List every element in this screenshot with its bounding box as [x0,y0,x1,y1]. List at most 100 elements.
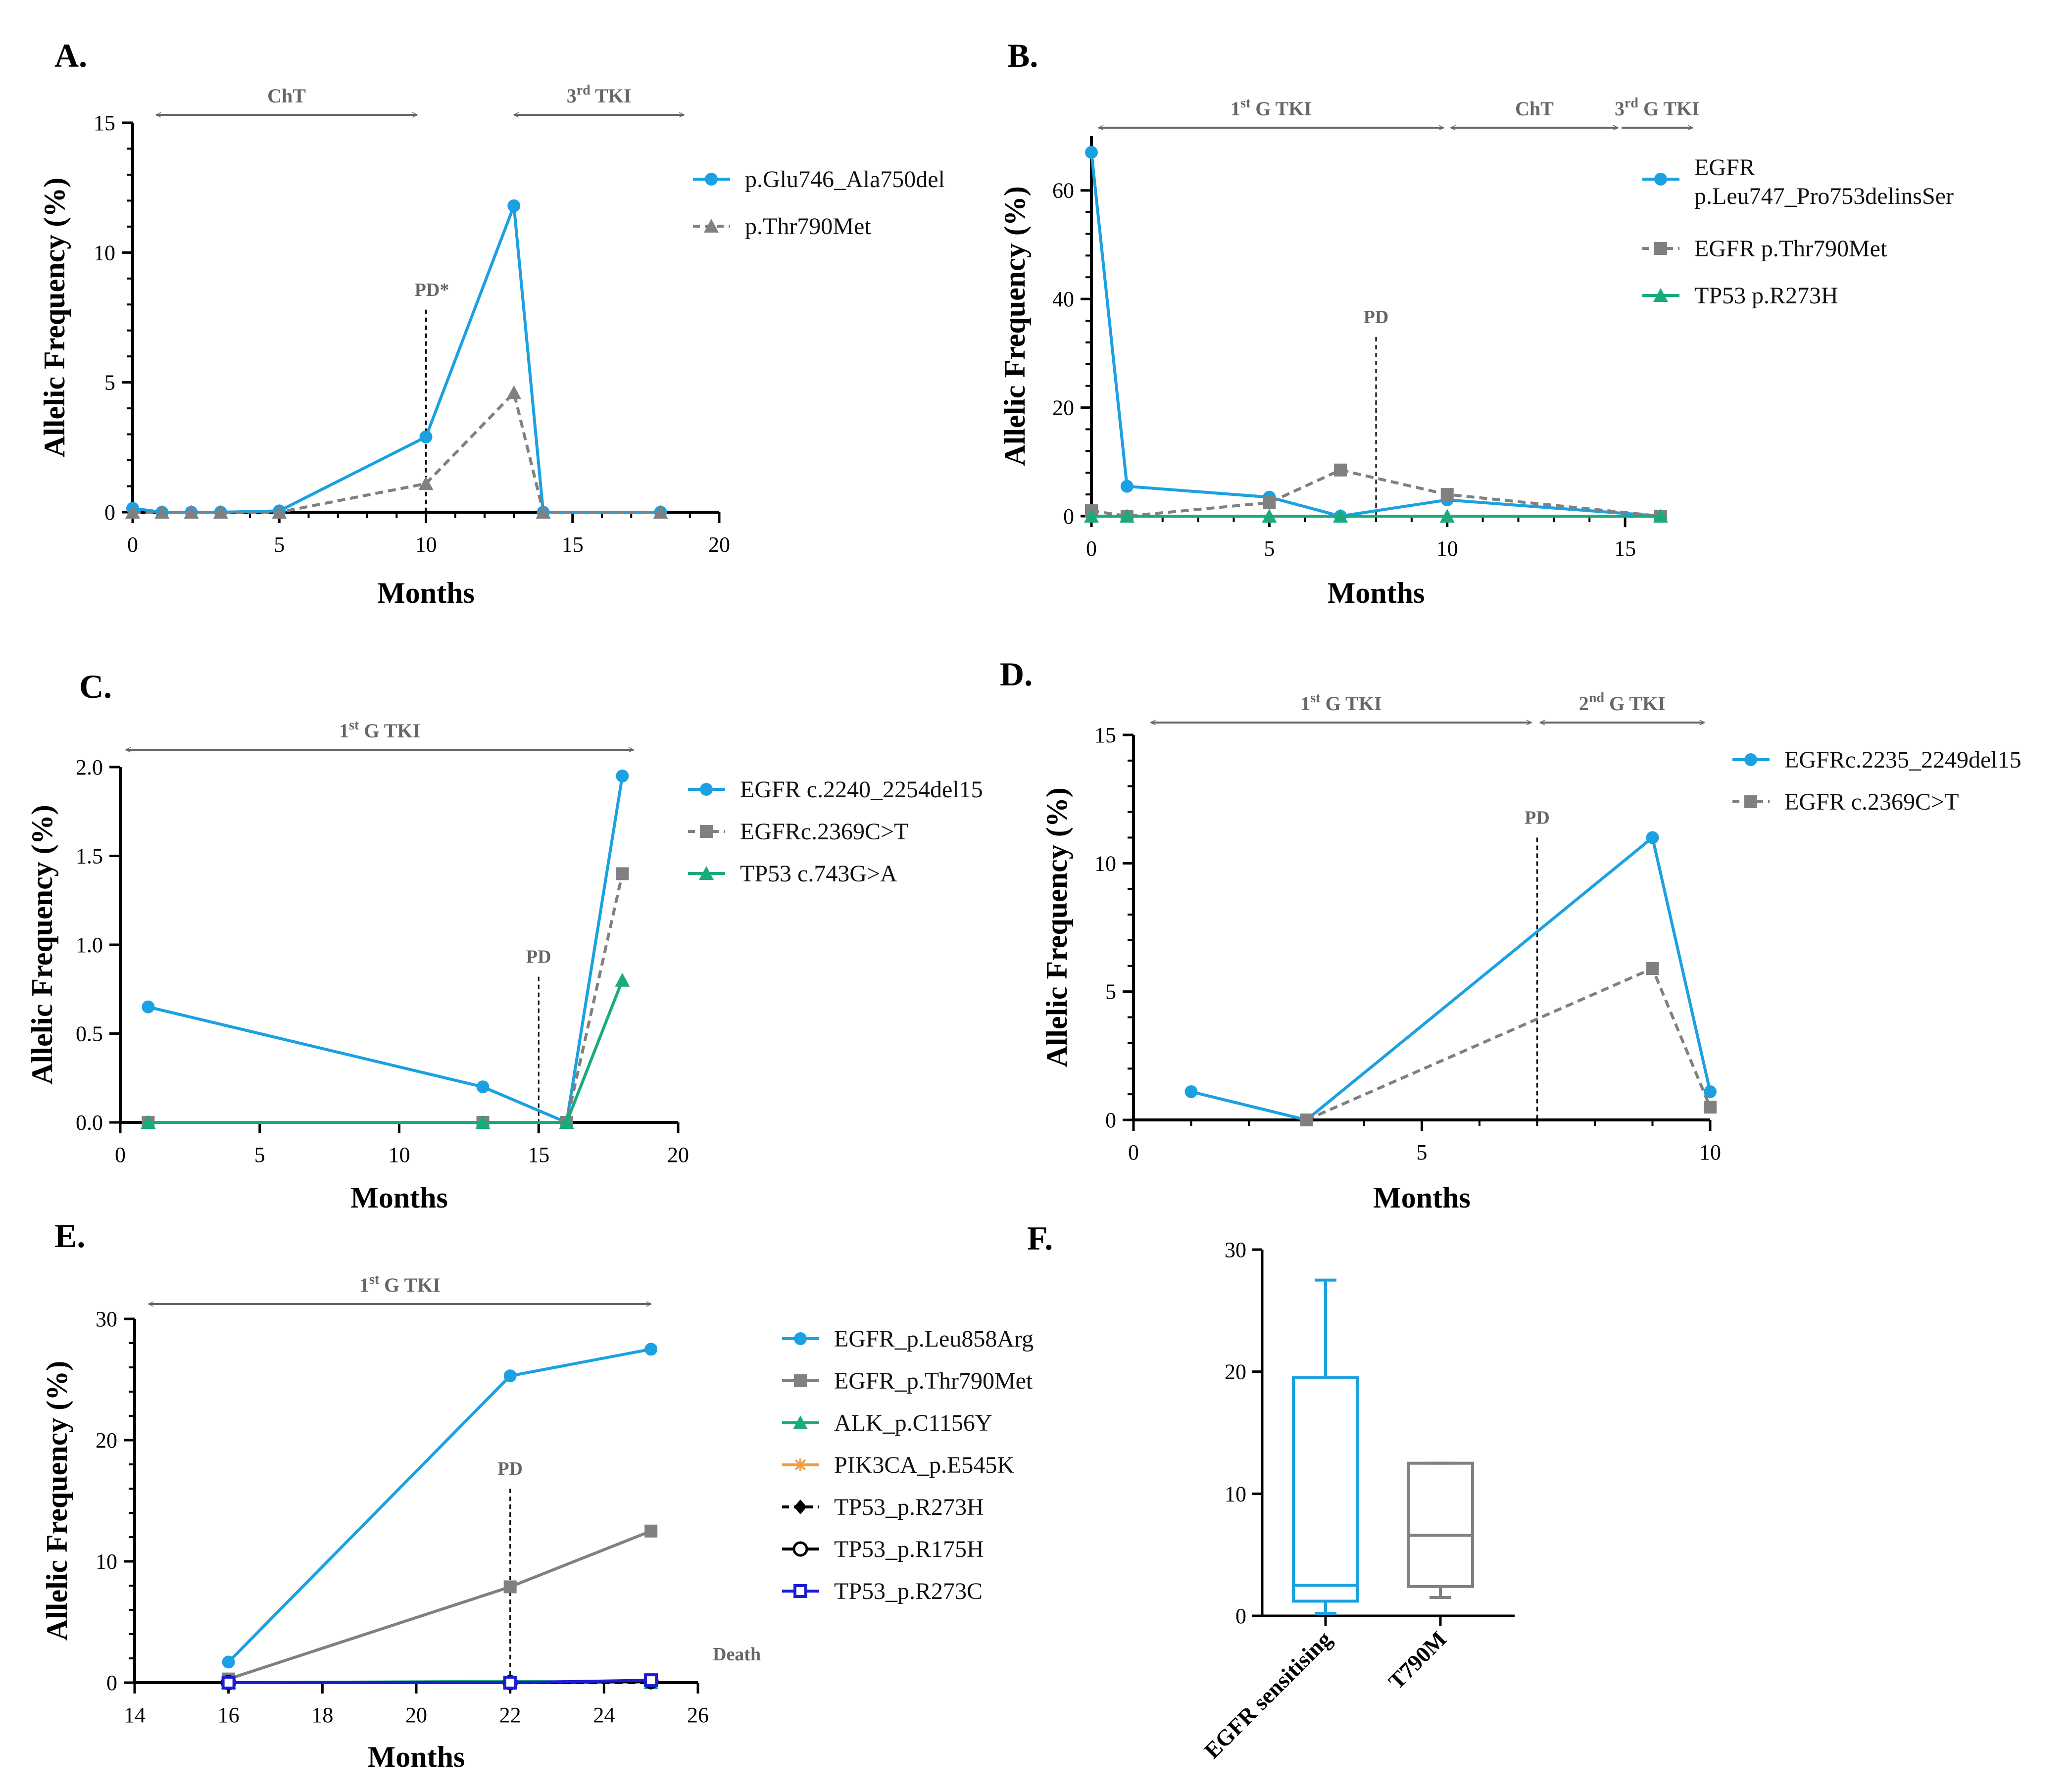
series-line [148,775,624,1124]
data-point [213,505,228,519]
x-tick-label: 5 [1417,1140,1428,1164]
data-point [419,430,433,443]
y-axis-label: Allelic Frequency (%) [38,178,71,457]
progression-label: PD [1525,807,1550,828]
data-point [1334,463,1347,477]
x-tick-label: 15 [528,1143,549,1167]
x-tick-label: 0 [115,1143,126,1167]
therapy-label: 1st G TKI [1300,690,1381,715]
x-tick-label: 0 [127,533,138,557]
legend-label: p.Thr790Met [745,213,871,240]
legend-marker [1744,795,1757,808]
data-point [1263,496,1276,509]
data-point [559,1115,574,1129]
legend-label: EGFRc.2235_2249del15 [1784,747,2021,773]
data-point [1300,1114,1313,1126]
y-tick-label: 15 [94,111,115,135]
data-point [1440,488,1454,501]
legend-label: TP53_p.R273C [834,1578,983,1604]
panel-letter: E. [54,1217,85,1255]
legend-marker [705,173,718,186]
x-tick-label: 18 [311,1703,333,1727]
legend-marker [794,1500,807,1514]
y-tick-label: 5 [104,371,115,395]
x-axis-label: Months [1328,577,1425,609]
data-point [644,1524,658,1538]
legend-marker [1654,173,1667,186]
x-tick-label: 5 [274,533,285,557]
x-tick-label: 10 [1699,1140,1721,1164]
data-point [1262,509,1277,523]
x-axis-label: Months [377,577,475,609]
data-point [1333,509,1348,523]
data-point [653,505,668,519]
legend-marker [794,1374,807,1387]
y-tick-label: 10 [1225,1482,1246,1506]
progression-label: PD* [415,280,449,300]
data-point [615,972,630,987]
data-point [272,505,287,519]
x-tick-label: T790M [1383,1626,1451,1694]
legend-marker [700,825,713,838]
data-point [476,1080,490,1094]
y-tick-label: 0 [106,1671,117,1695]
data-point [1084,509,1099,523]
series-line [1190,836,1712,1121]
data-point [507,199,521,212]
data-point [1184,1085,1198,1098]
legend-label: ALK_p.C1156Y [834,1410,992,1436]
x-tick-label: 10 [389,1143,410,1167]
data-point [1653,509,1668,523]
legend-label: EGFR_p.Leu858Arg [834,1326,1034,1352]
legend-label: EGFRc.2369C>T [740,819,908,845]
data-point [503,1580,517,1594]
x-axis-label: Months [368,1741,465,1773]
x-tick-label: 20 [667,1143,689,1167]
legend-label: EGFR p.Leu747_Pro753delinsSer [1694,154,1954,209]
legend-label: TP53_p.R175H [834,1536,984,1562]
y-tick-label: 1.5 [76,844,103,869]
y-tick-label: 60 [1052,179,1074,203]
y-tick-label: 0 [1235,1604,1246,1628]
legend-marker [794,1458,807,1471]
data-point [221,1676,236,1690]
data-point [1439,509,1455,523]
x-tick-label: 0 [1128,1140,1139,1164]
panel-c: C. 0 5 10 15 20 0.0 0.5 1.0 1.5 2.0 Months Allelic F… [26,668,983,1214]
therapy-label: 1st G TKI [359,1272,441,1296]
data-point [1119,509,1134,523]
therapy-label: ChT [1515,97,1554,120]
x-tick-label: 15 [1614,536,1636,561]
y-axis-label: Allelic Frequency (%) [998,186,1031,466]
progression-label: PD [497,1458,523,1479]
panel-a: A. 0 5 10 15 20 0 5 10 15 Months Allelic Frequency … [38,37,945,609]
data-point [1120,480,1134,493]
x-tick-label: 10 [1436,536,1458,561]
box-body [1407,1461,1474,1588]
y-tick-label: 0.0 [76,1111,103,1135]
x-tick-label: 14 [124,1703,146,1727]
panel-letter: B. [1007,37,1038,74]
legend-marker [704,219,719,233]
data-point [1646,962,1659,975]
legend-marker [794,1332,807,1345]
y-tick-label: 0 [1063,504,1074,529]
panel-letter: F. [1027,1219,1053,1257]
series-line [148,979,624,1124]
data-point [506,385,522,399]
y-tick-label: 20 [1052,396,1074,420]
data-point [1704,1101,1717,1114]
therapy-label: 3rd TKI [567,83,632,107]
x-tick-label: 5 [1264,536,1275,561]
death-label: Death [713,1644,761,1665]
x-tick-label: 20 [708,533,730,557]
data-point [184,505,199,519]
y-tick-label: 10 [94,241,115,265]
data-point [141,1115,156,1129]
data-point [1704,1085,1717,1098]
y-tick-label: 0.5 [76,1022,103,1046]
legend-label: TP53_p.R273H [834,1494,984,1520]
legend-marker [792,1541,808,1557]
series-line [227,1348,651,1663]
